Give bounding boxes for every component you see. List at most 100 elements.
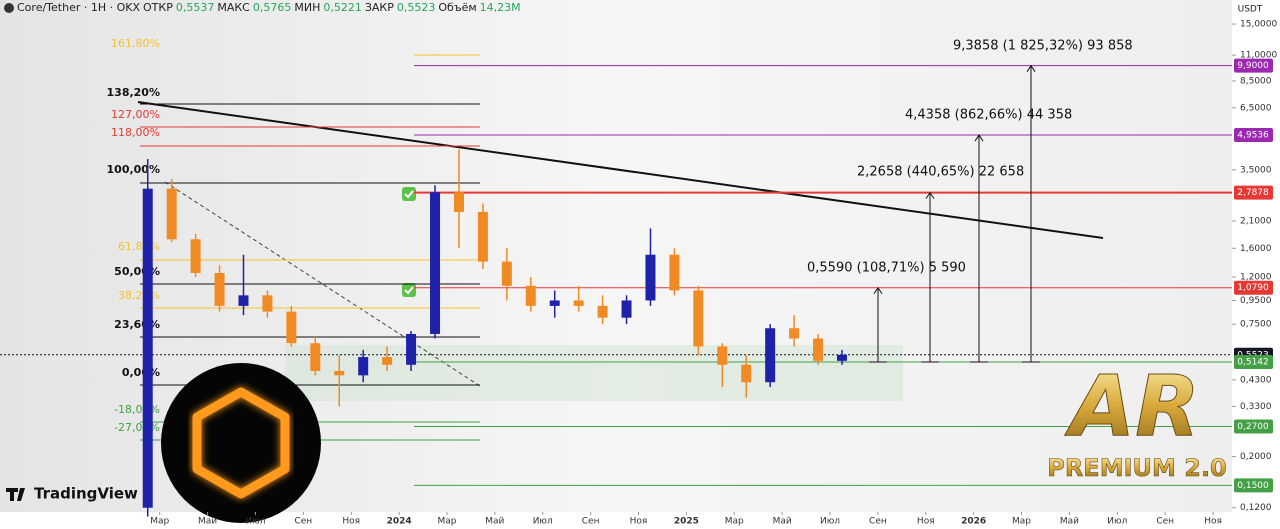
y-tick-label: 15,0000 <box>1240 20 1277 30</box>
candle-body <box>334 370 345 376</box>
fib-label: 23,60% <box>114 318 160 331</box>
candle-body <box>477 211 488 262</box>
candle-body <box>501 261 512 286</box>
watermark-logo: AR <box>1064 357 1200 455</box>
candle-body <box>166 188 177 240</box>
price-tag-label: 0,5142 <box>1237 357 1269 367</box>
fib-label: 118,00% <box>111 126 160 139</box>
y-tick-label: 0,9500 <box>1240 296 1272 306</box>
volume-value: 14,23M <box>479 1 521 14</box>
x-tick-label: Сен <box>869 517 887 527</box>
y-tick-label: 3,5000 <box>1240 165 1272 175</box>
candle-body <box>238 295 249 306</box>
brand-text: TradingView <box>34 485 138 503</box>
low-label: МИН <box>294 1 321 14</box>
x-tick-label: Мар <box>1012 517 1031 527</box>
price-tag <box>1234 419 1273 434</box>
x-tick-label: Май <box>1060 517 1079 527</box>
candle-body <box>382 357 393 365</box>
x-tick-label: Июл <box>245 517 265 527</box>
tradingview-logo <box>6 488 25 501</box>
open-label: ОТКР <box>143 1 173 14</box>
candle-body <box>765 328 776 383</box>
price-tag-label: 4,9536 <box>1237 131 1269 141</box>
high-value: 0,5765 <box>252 1 292 14</box>
fib-label: 38,20% <box>118 289 160 302</box>
fib-label: 127,00% <box>111 108 160 121</box>
fib-label: 50,00% <box>114 265 160 278</box>
projection-label: 0,5590 (108,71%) 5 590 <box>807 261 966 276</box>
x-tick-label: Ноя <box>630 517 648 527</box>
candle-body <box>741 364 752 383</box>
check-icon <box>402 187 416 201</box>
candle-body <box>573 300 584 306</box>
y-tick-label: 6,5000 <box>1240 103 1272 113</box>
candle-body <box>836 354 847 361</box>
candle-body <box>621 300 632 318</box>
y-tick-label: 11,0000 <box>1240 51 1277 61</box>
currency-label: USDT <box>1238 5 1263 15</box>
y-tick-label: 0,4300 <box>1240 375 1272 385</box>
watermark-text: PREMIUM 2.0 <box>1047 454 1227 482</box>
x-tick-label: Ноя <box>1204 517 1222 527</box>
price-tag <box>1234 128 1273 143</box>
x-tick-label: Май <box>773 517 792 527</box>
x-tick-label: Июл <box>533 517 553 527</box>
price-tag-label: 0,1500 <box>1237 481 1269 491</box>
projection-label: 9,3858 (1 825,32%) 93 858 <box>953 39 1133 54</box>
x-tick-label: Июл <box>820 517 840 527</box>
fib-label: 61,80% <box>118 240 160 253</box>
close-value: 0,5523 <box>396 1 436 14</box>
price-tag <box>1234 280 1273 295</box>
candle-body <box>406 333 417 365</box>
price-tag-label: 9,9000 <box>1237 61 1269 71</box>
y-tick-label: 2,1000 <box>1240 217 1272 227</box>
fib-label: 100,00% <box>107 163 160 176</box>
price-tag-label: 0,2700 <box>1237 422 1269 432</box>
candle-body <box>286 311 297 344</box>
x-tick-label: 2025 <box>674 517 699 527</box>
low-value: 0,5221 <box>323 1 362 14</box>
hex-logo <box>161 363 321 523</box>
arrow-head <box>873 286 883 294</box>
candle-body <box>453 192 464 212</box>
candle-body <box>142 188 153 508</box>
price-tag <box>1234 185 1273 200</box>
x-tick-label: 2024 <box>387 517 412 527</box>
price-tag <box>1234 58 1273 73</box>
projection-label: 4,4358 (862,66%) 44 358 <box>905 108 1072 123</box>
x-tick-label: Мар <box>725 517 744 527</box>
accumulation-zone <box>285 345 903 401</box>
candle-body <box>645 254 656 301</box>
x-tick-label: Мар <box>437 517 456 527</box>
time-axis-background <box>0 512 1232 529</box>
candle-body <box>813 338 824 361</box>
fib-label: 161,80% <box>111 37 160 50</box>
close-label: ЗАКР <box>364 1 394 14</box>
fib-label: 0,00% <box>122 366 160 379</box>
arrow-head <box>925 191 935 199</box>
candle-body <box>358 357 369 376</box>
y-tick-label: 1,2000 <box>1240 273 1272 283</box>
trend-line <box>137 101 1104 239</box>
candle-body <box>717 346 728 365</box>
price-tag-label: 2,7878 <box>1237 188 1269 198</box>
symbol: Core/Tether · 1H · OKX <box>17 1 141 14</box>
x-tick-label: Ноя <box>917 517 935 527</box>
y-tick-label: 0,7500 <box>1240 320 1272 330</box>
candle-body <box>693 290 704 347</box>
x-tick-label: 2026 <box>961 517 986 527</box>
candle-body <box>669 254 680 291</box>
candle-body <box>525 285 536 306</box>
arrow-head <box>1026 64 1036 72</box>
x-tick-label: Июл <box>1107 517 1127 527</box>
candle-body <box>430 192 441 334</box>
symbol-icon <box>4 2 14 13</box>
y-tick-label: 0,1200 <box>1240 503 1272 513</box>
x-tick-label: Май <box>485 517 504 527</box>
x-tick-label: Ноя <box>342 517 360 527</box>
x-tick-label: Сен <box>1156 517 1174 527</box>
x-tick-label: Мар <box>150 517 169 527</box>
